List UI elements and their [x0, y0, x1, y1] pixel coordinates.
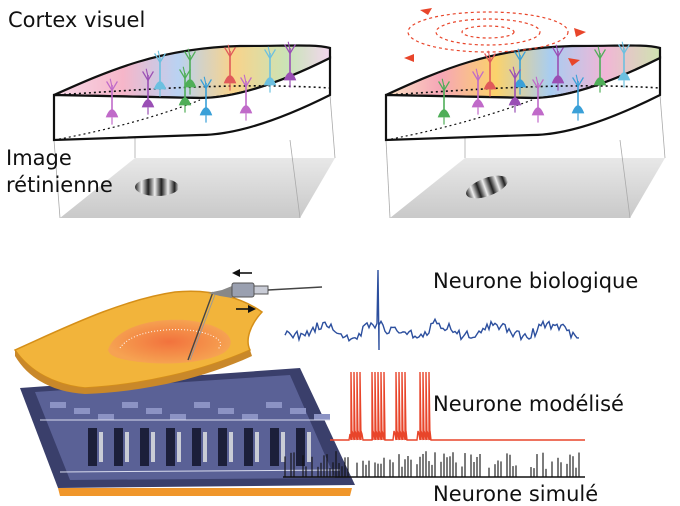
pyramidal-neuron [551, 44, 565, 91]
pyramidal-neuron [593, 46, 607, 93]
pyramidal-neuron [471, 68, 485, 115]
label-retinal-image: Image rétinienne [6, 145, 113, 199]
hippocampus [108, 319, 231, 364]
label-retinal-image-line1: Image [6, 146, 72, 170]
trace-simulated-neuron [283, 451, 585, 478]
neurons-right [437, 41, 631, 125]
trace-biological-neuron [284, 269, 580, 351]
pyramidal-neuron [571, 74, 585, 121]
pyramidal-neuron [283, 41, 297, 88]
retinal-image-right [466, 175, 508, 199]
electrode [187, 269, 323, 361]
pyramidal-neuron [141, 68, 155, 115]
label-retinal-image-line2: rétinienne [6, 173, 113, 197]
wave-arrows [404, 8, 586, 66]
pyramidal-neuron [223, 44, 237, 91]
arrow-left-icon [232, 269, 252, 277]
pyramidal-neuron [178, 66, 192, 113]
label-modeled-neuron: Neurone modélisé [433, 392, 624, 416]
pyramidal-neuron [508, 66, 522, 113]
floor-shadow-left [60, 158, 335, 218]
pyramidal-neuron [263, 46, 277, 93]
pyramidal-neuron [183, 48, 197, 95]
neurons-left [105, 41, 297, 125]
chip-base [58, 488, 352, 496]
label-simulated-neuron: Neurone simulé [433, 482, 599, 506]
retinal-image-left [135, 178, 179, 196]
arrow-right-icon [236, 305, 256, 313]
pyramidal-neuron [105, 78, 119, 125]
pyramidal-neuron [437, 78, 451, 125]
cortex-block-right [384, 8, 666, 219]
cortex-front-left [52, 56, 332, 142]
wave-rings [407, 11, 569, 53]
label-biological-neuron: Neurone biologique [433, 269, 639, 293]
chip-circuitry [40, 402, 341, 473]
label-visual-cortex: Cortex visuel [8, 8, 146, 32]
pyramidal-neuron [153, 50, 167, 97]
pyramidal-neuron [483, 50, 497, 97]
cortex-front-right [384, 56, 662, 142]
pyramidal-neuron [531, 76, 545, 123]
brain-slice [13, 290, 264, 394]
pyramidal-neuron [513, 48, 527, 95]
cortex-block-left [52, 44, 336, 219]
neuromorphic-chip [20, 368, 355, 496]
pyramidal-neuron [239, 74, 253, 121]
pyramidal-neuron [617, 41, 631, 88]
trace-modeled-neuron [330, 371, 585, 441]
pyramidal-neuron [199, 76, 213, 123]
floor-shadow-right [390, 158, 665, 218]
